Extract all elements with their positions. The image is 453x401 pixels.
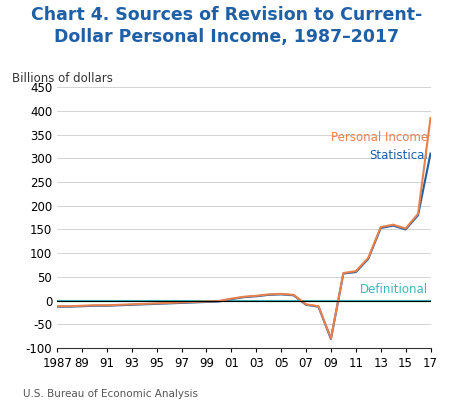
Text: Billions of dollars: Billions of dollars	[12, 72, 113, 85]
Text: Personal Income: Personal Income	[331, 131, 428, 144]
Text: Chart 4. Sources of Revision to Current-
Dollar Personal Income, 1987–2017: Chart 4. Sources of Revision to Current-…	[31, 6, 422, 46]
Text: U.S. Bureau of Economic Analysis: U.S. Bureau of Economic Analysis	[23, 389, 198, 399]
Text: Definitional: Definitional	[360, 283, 428, 296]
Text: Statistical: Statistical	[369, 149, 428, 162]
